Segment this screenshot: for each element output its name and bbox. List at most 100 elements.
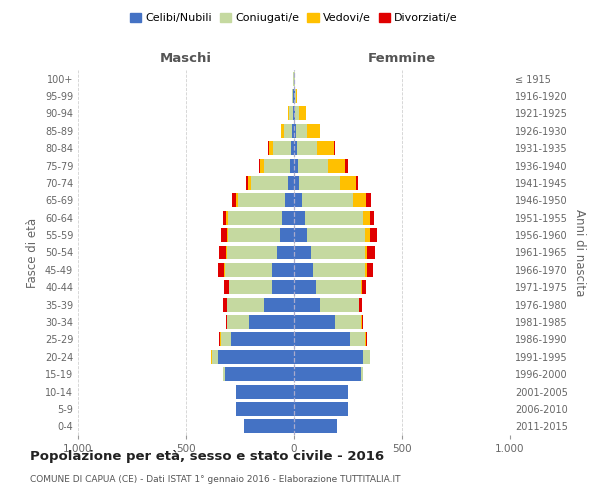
Legend: Celibi/Nubili, Coniugati/e, Vedovi/e, Divorziati/e: Celibi/Nubili, Coniugati/e, Vedovi/e, Di…: [128, 10, 460, 26]
Bar: [227, 298, 264, 312]
Bar: [284, 124, 292, 138]
Bar: [223, 298, 227, 312]
Bar: [334, 142, 335, 155]
Bar: [289, 106, 293, 120]
Text: Popolazione per età, sesso e stato civile - 2016: Popolazione per età, sesso e stato civil…: [30, 450, 384, 463]
Bar: [224, 280, 229, 294]
Bar: [365, 246, 367, 260]
Bar: [305, 211, 363, 224]
Bar: [227, 246, 277, 260]
Bar: [282, 211, 294, 224]
Bar: [272, 280, 294, 294]
Bar: [232, 194, 236, 207]
Bar: [232, 332, 294, 346]
Bar: [294, 298, 320, 312]
Bar: [238, 194, 286, 207]
Bar: [356, 176, 358, 190]
Bar: [294, 106, 295, 120]
Bar: [359, 298, 362, 312]
Bar: [294, 263, 313, 277]
Bar: [367, 194, 371, 207]
Bar: [298, 158, 328, 172]
Bar: [313, 263, 365, 277]
Bar: [280, 228, 294, 242]
Bar: [297, 142, 317, 155]
Bar: [264, 298, 294, 312]
Bar: [317, 142, 334, 155]
Bar: [236, 194, 238, 207]
Bar: [248, 176, 251, 190]
Bar: [365, 228, 370, 242]
Bar: [236, 402, 294, 416]
Bar: [244, 420, 294, 434]
Text: COMUNE DI CAPUA (CE) - Dati ISTAT 1° gennaio 2016 - Elaborazione TUTTITALIA.IT: COMUNE DI CAPUA (CE) - Dati ISTAT 1° gen…: [30, 475, 401, 484]
Bar: [294, 246, 311, 260]
Bar: [299, 106, 306, 120]
Bar: [346, 158, 347, 172]
Bar: [218, 263, 224, 277]
Bar: [219, 332, 220, 346]
Bar: [328, 158, 346, 172]
Bar: [259, 158, 260, 172]
Bar: [223, 367, 225, 381]
Bar: [361, 315, 362, 329]
Bar: [362, 280, 367, 294]
Bar: [363, 211, 370, 224]
Bar: [294, 158, 298, 172]
Y-axis label: Anni di nascita: Anni di nascita: [573, 209, 586, 296]
Bar: [353, 194, 367, 207]
Bar: [294, 384, 348, 398]
Bar: [294, 124, 296, 138]
Bar: [226, 315, 227, 329]
Bar: [221, 332, 232, 346]
Bar: [292, 124, 294, 138]
Y-axis label: Fasce di età: Fasce di età: [26, 218, 39, 288]
Bar: [294, 142, 297, 155]
Bar: [370, 228, 377, 242]
Bar: [225, 367, 294, 381]
Bar: [219, 246, 226, 260]
Bar: [274, 142, 291, 155]
Text: Femmine: Femmine: [368, 52, 436, 65]
Bar: [307, 124, 320, 138]
Bar: [365, 263, 367, 277]
Bar: [294, 367, 361, 381]
Bar: [225, 263, 272, 277]
Bar: [226, 211, 228, 224]
Bar: [363, 350, 370, 364]
Bar: [294, 402, 348, 416]
Bar: [370, 211, 374, 224]
Bar: [294, 350, 363, 364]
Bar: [226, 246, 227, 260]
Bar: [288, 106, 289, 120]
Bar: [365, 332, 366, 346]
Bar: [236, 384, 294, 398]
Bar: [293, 89, 294, 103]
Bar: [320, 298, 359, 312]
Bar: [212, 350, 218, 364]
Bar: [293, 106, 294, 120]
Bar: [294, 280, 316, 294]
Bar: [294, 332, 350, 346]
Bar: [335, 315, 361, 329]
Bar: [272, 263, 294, 277]
Bar: [281, 124, 284, 138]
Bar: [292, 89, 293, 103]
Bar: [260, 158, 264, 172]
Bar: [367, 246, 375, 260]
Bar: [251, 176, 287, 190]
Bar: [228, 211, 282, 224]
Bar: [286, 194, 294, 207]
Bar: [287, 176, 294, 190]
Bar: [290, 158, 294, 172]
Bar: [229, 280, 272, 294]
Bar: [302, 194, 353, 207]
Bar: [223, 211, 226, 224]
Bar: [311, 246, 365, 260]
Bar: [227, 228, 228, 242]
Bar: [246, 176, 248, 190]
Bar: [340, 176, 356, 190]
Text: Maschi: Maschi: [160, 52, 212, 65]
Bar: [218, 350, 294, 364]
Bar: [299, 176, 340, 190]
